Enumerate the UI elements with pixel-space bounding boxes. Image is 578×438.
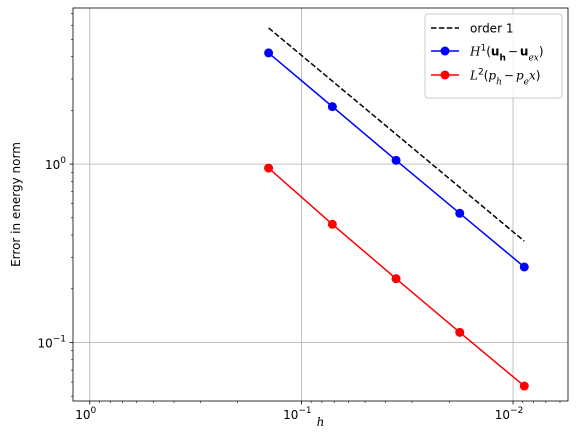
legend-label-l2-error: L2(ph − pex) bbox=[469, 68, 540, 88]
data-point bbox=[264, 163, 274, 173]
legend-2-open: ( bbox=[484, 69, 489, 83]
series-layer bbox=[264, 27, 529, 391]
legend-1-a: u bbox=[491, 45, 500, 59]
legend-2-b-sub: e bbox=[524, 78, 529, 88]
legend-label-h1-error: H1(uh − uex) bbox=[469, 44, 544, 64]
data-point bbox=[519, 381, 529, 391]
legend-1-a-sub: h bbox=[499, 54, 505, 64]
x-tick-label: 10−2 bbox=[495, 406, 524, 422]
legend-2-b: p bbox=[516, 69, 524, 83]
data-point bbox=[455, 208, 465, 218]
legend-2-tail: x bbox=[529, 69, 536, 83]
series-line-0 bbox=[268, 27, 525, 242]
legend-1-b-sub: ex bbox=[528, 54, 538, 64]
data-point bbox=[327, 219, 337, 229]
legend-box bbox=[424, 13, 563, 99]
legend-2-minus: − bbox=[504, 69, 514, 83]
y-tick-mantissa: 10 bbox=[37, 337, 52, 351]
legend-marker-l2-error bbox=[440, 70, 450, 80]
data-point bbox=[455, 327, 465, 337]
x-tick-label: 10−1 bbox=[283, 406, 312, 422]
legend-2-a: p bbox=[488, 69, 496, 83]
legend-label-order-1: order 1 bbox=[470, 22, 513, 36]
x-tick-exponent: −1 bbox=[298, 406, 311, 416]
y-tick-mantissa: 10 bbox=[45, 158, 60, 172]
legend-1-minus: − bbox=[508, 45, 518, 59]
x-tick-mantissa: 10 bbox=[283, 408, 298, 422]
legend-1-b: u bbox=[520, 45, 529, 59]
y-tick-exponent: 0 bbox=[60, 156, 66, 166]
data-point bbox=[519, 262, 529, 272]
x-tick-mantissa: 10 bbox=[495, 408, 510, 422]
x-tick-label: 100 bbox=[75, 406, 96, 422]
y-tick-label: 100 bbox=[45, 156, 66, 172]
y-tick-exponent: −1 bbox=[53, 335, 66, 345]
data-point bbox=[391, 274, 401, 284]
plot-area-frame bbox=[72, 7, 569, 402]
legend-2-close: ) bbox=[536, 69, 541, 83]
legend: order 1 H1(uh − uex) L2(ph − pex) bbox=[424, 13, 563, 99]
legend-2-sup: 2 bbox=[478, 68, 484, 78]
legend-marker-h1-error bbox=[440, 46, 450, 56]
x-axis-label: h bbox=[317, 415, 325, 429]
data-point bbox=[327, 102, 337, 112]
legend-1-open: ( bbox=[486, 45, 491, 59]
x-tick-exponent: −2 bbox=[510, 406, 523, 416]
y-axis-label: Error in energy norm bbox=[9, 142, 23, 267]
x-tick-mantissa: 10 bbox=[75, 408, 90, 422]
x-tick-exponent: 0 bbox=[91, 406, 97, 416]
legend-1-func: H bbox=[469, 45, 481, 59]
legend-1-sup: 1 bbox=[480, 44, 486, 54]
data-point bbox=[264, 48, 274, 58]
y-tick-label: 10−1 bbox=[37, 335, 66, 351]
legend-2-a-sub: h bbox=[496, 78, 502, 88]
legend-1-close: ) bbox=[539, 45, 544, 59]
legend-2-func: L bbox=[469, 69, 478, 83]
data-point bbox=[391, 155, 401, 165]
